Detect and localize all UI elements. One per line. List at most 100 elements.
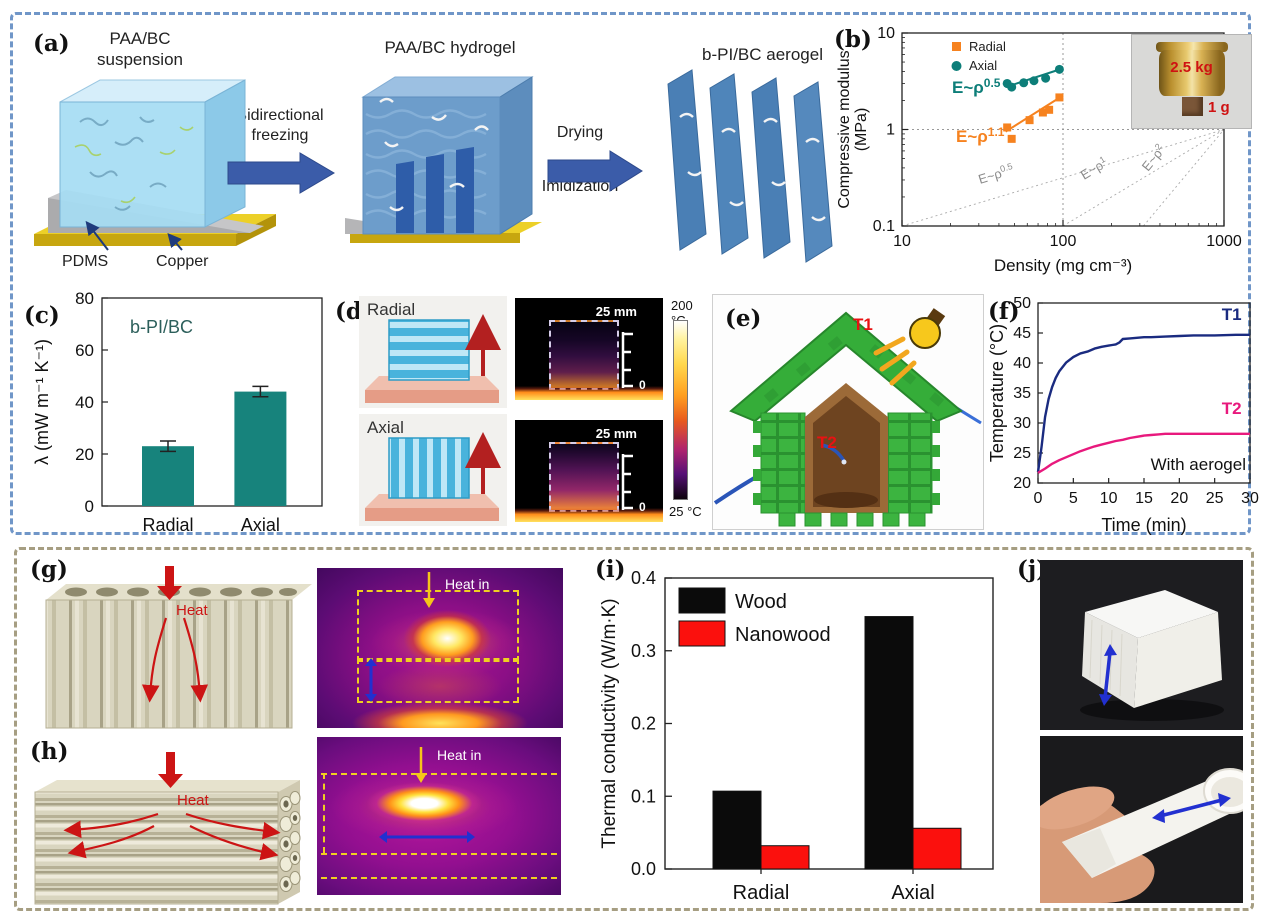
nanowood-roll-illustration — [1040, 768, 1243, 903]
h-sample-line-top — [321, 773, 557, 775]
svg-text:E~ρ1.1: E~ρ1.1 — [956, 125, 1005, 146]
d-radial-title: Radial — [367, 300, 416, 319]
h-sample-line-bottom — [321, 877, 557, 879]
svg-text:45: 45 — [1013, 325, 1031, 342]
panel-e: (e) — [712, 294, 984, 530]
panel-i-label: (i) — [595, 556, 626, 583]
svg-text:0: 0 — [85, 497, 94, 516]
ice-slab — [396, 161, 414, 233]
panel-g: Heat — [38, 566, 316, 738]
svg-text:10: 10 — [893, 233, 911, 250]
chart-c-svg: 0 20 40 60 80 Radial Axial b-PI/BC λ (mW m⁻¹ K⁻¹… — [32, 289, 323, 535]
panel-g-label: (g) — [30, 556, 68, 583]
nanowood-block-illustration — [1080, 590, 1224, 721]
svg-text:Wood: Wood — [735, 591, 787, 613]
thermal-image-g: Heat in — [317, 568, 563, 728]
svg-text:15: 15 — [1135, 490, 1153, 507]
svg-text:E~ρ1: E~ρ1 — [1077, 154, 1110, 182]
h-heat-in-label: Heat in — [437, 747, 482, 763]
svg-text:80: 80 — [75, 289, 94, 308]
svg-text:30: 30 — [1241, 490, 1259, 507]
svg-text:Axial: Axial — [891, 882, 934, 904]
chart-f-svg: 0 5 10 15 20 25 30 20 25 30 35 40 45 50 T1 T2 With aerog… — [988, 295, 1259, 535]
svg-text:35: 35 — [1013, 385, 1031, 402]
process-arrow-1 — [227, 152, 335, 194]
panel-h: Heat — [30, 752, 322, 910]
pdms-label: PDMS — [62, 253, 109, 270]
svg-text:T1: T1 — [1222, 305, 1242, 324]
arrow2-top-label: Drying — [556, 124, 604, 141]
process-arrow-2 — [547, 150, 643, 192]
step3-title: b-PI/BC aerogel — [702, 45, 823, 64]
d-ir-axial: 25 mm 0 — [515, 420, 663, 522]
d-axial-title: Axial — [367, 418, 404, 437]
svg-text:0.1: 0.1 — [631, 786, 656, 806]
d-radial-block-illustration — [365, 314, 501, 403]
svg-text:0.1: 0.1 — [873, 218, 895, 235]
svg-text:b-PI/BC: b-PI/BC — [130, 317, 193, 337]
h-sample-line-mid — [321, 853, 557, 855]
house-wall-right — [887, 412, 933, 514]
g-heat-in-label: Heat in — [445, 576, 490, 592]
svg-text:Density (mg cm⁻³): Density (mg cm⁻³) — [994, 256, 1132, 275]
inset-sample-label: 1 g — [1208, 99, 1230, 116]
schematic-a-illustration — [34, 69, 833, 263]
h-heat-label: Heat — [177, 792, 209, 809]
svg-text:E~ρ0.5: E~ρ0.5 — [952, 76, 1001, 97]
t1-label: T1 — [853, 315, 873, 334]
svg-text:Axial: Axial — [241, 515, 280, 535]
panel-c-label: (c) — [24, 302, 60, 329]
svg-text:Nanowood: Nanowood — [735, 624, 831, 646]
thermal-image-h: Heat in — [317, 737, 561, 895]
aerogel-sample-icon — [1182, 97, 1203, 116]
svg-text:Thermal conductivity (W/m·K): Thermal conductivity (W/m·K) — [599, 598, 620, 848]
svg-text:20: 20 — [75, 445, 94, 464]
panel-f: (f) 0 5 10 15 20 25 30 20 25 30 35 40 45 50 T1 T2 With a… — [988, 288, 1266, 540]
d-radial-ruler-icon — [621, 332, 633, 388]
svg-text:5: 5 — [1069, 490, 1078, 507]
h-spread-arrow-icon — [379, 831, 475, 843]
svg-text:100: 100 — [1050, 233, 1077, 250]
svg-text:25: 25 — [1206, 490, 1224, 507]
panel-f-label: (f) — [988, 298, 1020, 325]
svg-text:1: 1 — [886, 122, 895, 139]
house-photo-illustration — [713, 308, 982, 527]
svg-text:0.3: 0.3 — [631, 641, 656, 661]
svg-text:30: 30 — [1013, 415, 1031, 432]
svg-text:20: 20 — [1170, 490, 1188, 507]
radial-direction-arrow-icon — [1099, 644, 1117, 706]
svg-text:T2: T2 — [1222, 399, 1242, 418]
panel-j-label: (j) — [1017, 556, 1048, 583]
light-bulb-icon — [873, 308, 946, 386]
d-schematic-axial: Axial — [359, 414, 507, 526]
svg-text:E~ρ2: E~ρ2 — [1138, 142, 1168, 174]
axial-direction-arrow-icon — [1152, 793, 1231, 823]
chart-i-svg: 0.0 0.1 0.2 0.3 0.4 Radial Axial Wood Nanowood Th… — [599, 568, 994, 904]
colorbar — [673, 320, 688, 500]
weight-inset-photo: 2.5 kg 1 g — [1131, 34, 1252, 129]
svg-text:Compressive modulus(MPa): Compressive modulus(MPa) — [836, 50, 870, 208]
svg-text:Radial: Radial — [733, 882, 790, 904]
d-axial-scale-label: 25 mm — [595, 426, 637, 441]
brass-weight-icon — [1156, 42, 1228, 52]
d-ir-radial: 25 mm 0 — [515, 298, 663, 400]
svg-text:Axial: Axial — [969, 58, 997, 73]
bottom-panel-group: (g) — [14, 547, 1254, 911]
svg-text:1000: 1000 — [1206, 233, 1242, 250]
g-sample-outline-bottom — [357, 658, 519, 703]
svg-text:10: 10 — [877, 25, 895, 42]
svg-text:0: 0 — [1034, 490, 1043, 507]
panel-h-label: (h) — [30, 738, 69, 765]
g-sample-outline-top — [357, 590, 519, 662]
svg-text:10: 10 — [1100, 490, 1118, 507]
d-radial-scale-label: 25 mm — [595, 304, 637, 319]
d-schematic-radial: Radial — [359, 296, 507, 408]
arrow1-label: Bidirectional freezing — [236, 107, 324, 144]
svg-text:25: 25 — [1013, 445, 1031, 462]
svg-text:With aerogel: With aerogel — [1151, 455, 1246, 474]
panel-b-label: (b) — [834, 26, 872, 53]
panel-j-roll-block — [1040, 736, 1243, 903]
panel-b: (b) E~ρ0.5 E~ρ1 E~ρ2 10 100 1000 0.1 1 10 E~ρ0.5 E… — [832, 20, 1264, 282]
g-heat-in-arrow-icon — [423, 572, 435, 608]
